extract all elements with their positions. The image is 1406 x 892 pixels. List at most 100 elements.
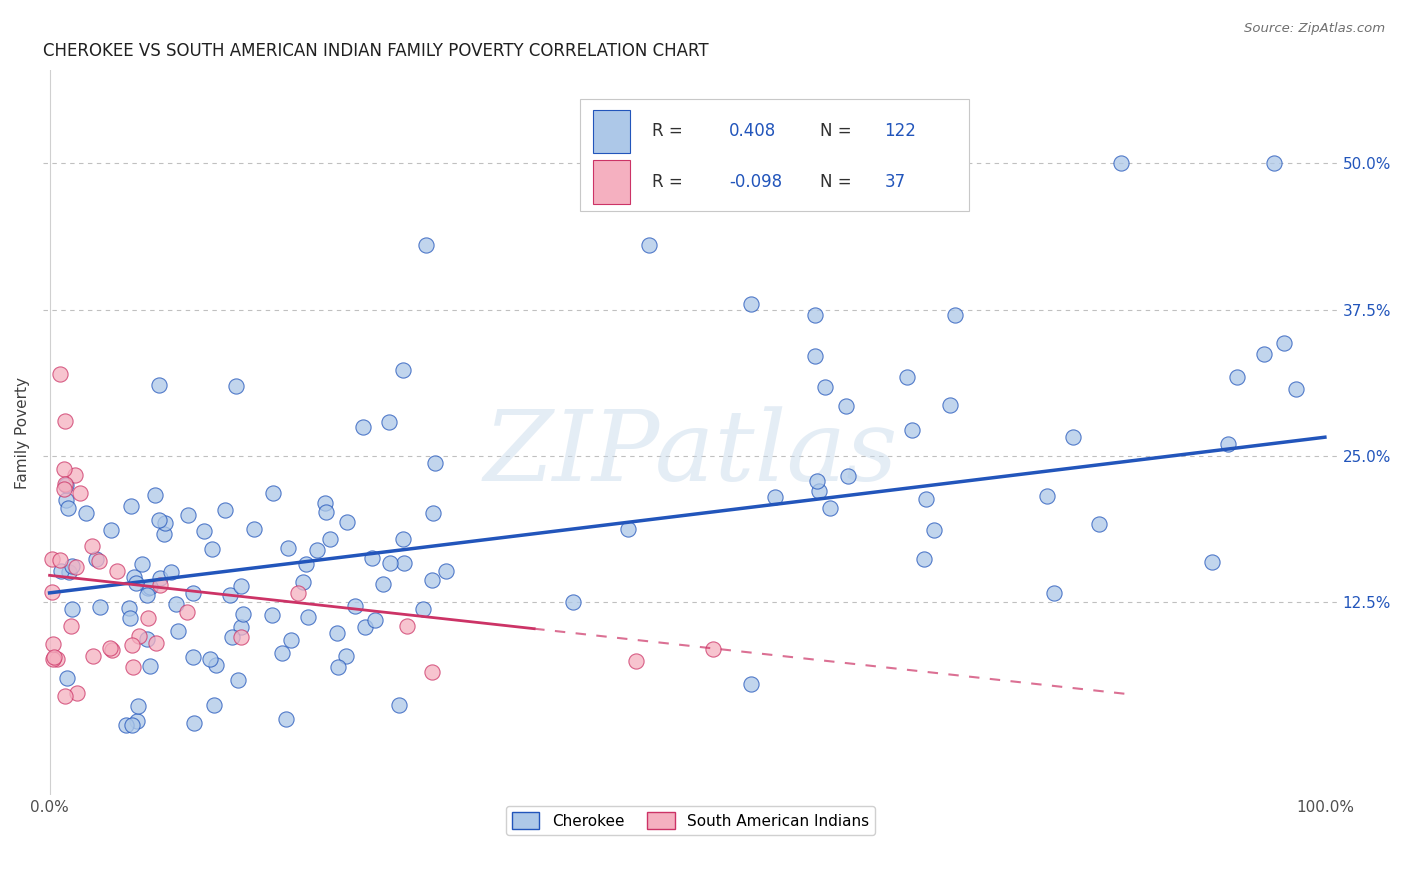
Y-axis label: Family Poverty: Family Poverty — [15, 376, 30, 489]
Point — [280, 632, 302, 647]
Point — [127, 714, 149, 728]
Point — [181, 586, 204, 600]
Point — [63, 468, 86, 483]
Point — [153, 516, 176, 530]
Point — [59, 619, 82, 633]
Point — [1285, 382, 1308, 396]
Point — [740, 677, 762, 691]
Point — [1226, 370, 1249, 384]
Point — [65, 560, 87, 574]
Point — [53, 414, 76, 428]
Point — [388, 698, 411, 712]
Point — [277, 541, 299, 556]
Point — [53, 689, 76, 703]
Point — [276, 712, 298, 726]
Point — [561, 595, 583, 609]
Point — [60, 559, 83, 574]
Point — [84, 552, 107, 566]
Point — [100, 641, 122, 656]
Point — [638, 238, 661, 252]
Point — [139, 658, 162, 673]
Point — [270, 647, 292, 661]
Point — [702, 642, 724, 657]
Point — [292, 574, 315, 589]
Point — [121, 718, 143, 732]
Point — [1253, 347, 1275, 361]
Point — [229, 579, 252, 593]
Point — [167, 624, 190, 638]
FancyBboxPatch shape — [593, 110, 630, 153]
Point — [344, 599, 367, 613]
Point — [46, 651, 69, 665]
Point — [1218, 437, 1240, 451]
Point — [101, 642, 124, 657]
Text: 122: 122 — [884, 122, 917, 140]
Point — [121, 638, 143, 652]
Point — [326, 660, 349, 674]
Point — [262, 608, 284, 623]
Point — [364, 613, 387, 627]
Point — [49, 367, 72, 381]
Point — [149, 571, 172, 585]
Point — [1201, 555, 1223, 569]
Point — [58, 501, 80, 516]
Point — [120, 610, 142, 624]
Point — [1109, 156, 1132, 170]
Point — [165, 597, 187, 611]
Point — [41, 552, 63, 566]
Point — [41, 637, 63, 651]
Point — [176, 605, 198, 619]
Point — [136, 581, 159, 595]
FancyBboxPatch shape — [593, 161, 630, 204]
Point — [89, 600, 111, 615]
Text: Source: ZipAtlas.com: Source: ZipAtlas.com — [1244, 22, 1385, 36]
Point — [1263, 156, 1285, 170]
Point — [120, 499, 142, 513]
Point — [294, 557, 316, 571]
Point — [803, 350, 825, 364]
Point — [100, 523, 122, 537]
Point — [371, 577, 394, 591]
Point — [740, 297, 762, 311]
Point — [422, 506, 444, 520]
Point — [214, 503, 236, 517]
Point — [122, 660, 145, 674]
Point — [75, 506, 97, 520]
Point — [82, 539, 104, 553]
Point — [122, 570, 145, 584]
Point — [53, 462, 76, 476]
Point — [49, 553, 72, 567]
Point — [806, 474, 828, 488]
Point — [922, 523, 945, 537]
Point — [136, 632, 159, 647]
Point — [42, 652, 65, 666]
Text: CHEROKEE VS SOUTH AMERICAN INDIAN FAMILY POVERTY CORRELATION CHART: CHEROKEE VS SOUTH AMERICAN INDIAN FAMILY… — [44, 42, 709, 60]
Point — [124, 576, 146, 591]
Text: ZIPatlas: ZIPatlas — [484, 407, 897, 502]
Point — [225, 378, 247, 392]
Point — [55, 493, 77, 508]
Text: R =: R = — [651, 122, 682, 140]
Point — [243, 522, 266, 536]
Point — [901, 423, 924, 437]
Text: 37: 37 — [884, 173, 905, 191]
Text: -0.098: -0.098 — [730, 173, 782, 191]
Point — [814, 380, 837, 394]
Point — [415, 238, 437, 252]
Point — [1043, 585, 1066, 599]
Point — [53, 482, 76, 496]
Point — [361, 551, 384, 566]
Point — [69, 486, 91, 500]
Point — [201, 542, 224, 557]
Point — [420, 665, 443, 680]
Point — [232, 607, 254, 622]
Point — [912, 551, 935, 566]
Point — [395, 618, 418, 632]
Point — [136, 588, 159, 602]
Point — [55, 478, 77, 492]
Point — [202, 698, 225, 712]
Point — [128, 628, 150, 642]
Point — [808, 483, 831, 498]
Text: N =: N = — [820, 173, 852, 191]
Point — [41, 584, 63, 599]
